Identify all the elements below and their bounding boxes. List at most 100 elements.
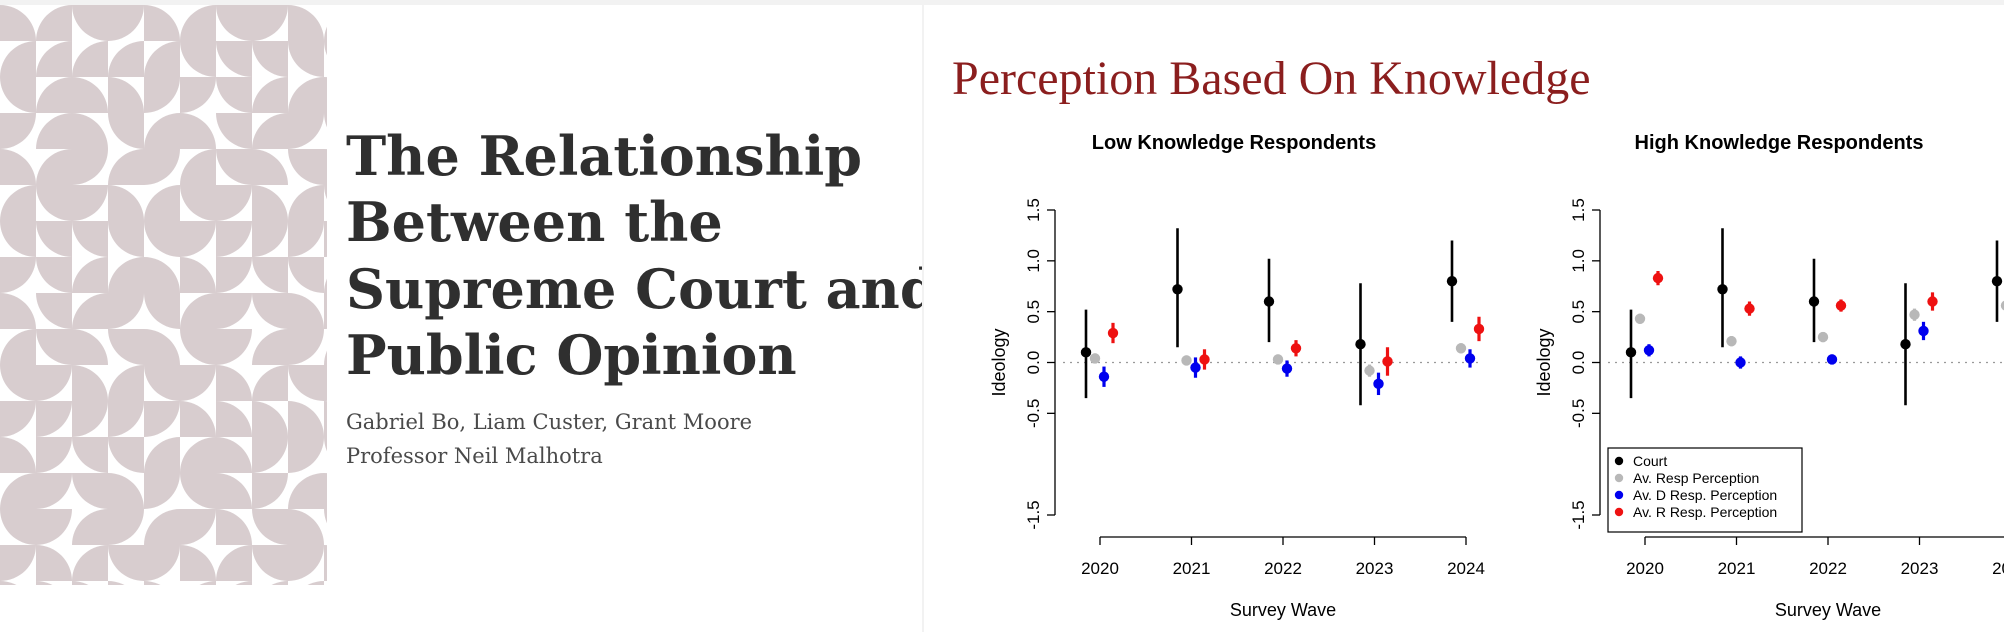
pattern-tile [0, 41, 36, 77]
slide-title-line: Between the [346, 190, 723, 254]
pattern-tile [180, 5, 216, 41]
pattern-tile [36, 365, 72, 401]
pattern-tile [288, 401, 324, 437]
pattern-tile [72, 5, 108, 41]
pattern-tile [216, 545, 252, 581]
x-tick-label: 2024 [1447, 559, 1485, 578]
pattern-tile [216, 77, 252, 113]
pattern-tile [252, 329, 288, 365]
pattern-tile [288, 185, 324, 221]
legend-marker [1614, 490, 1624, 500]
pattern-tile [144, 509, 180, 545]
data-point [1991, 275, 2003, 287]
pattern-tile [144, 113, 180, 149]
pattern-tile [252, 473, 288, 509]
pattern-tile [72, 149, 108, 185]
y-tick-label: 1.5 [1024, 198, 1043, 222]
pattern-tile [0, 5, 36, 41]
data-point [1634, 313, 1646, 324]
legend-marker [1614, 456, 1624, 466]
pattern-tile [36, 257, 72, 293]
chart-title: Low Knowledge Respondents [1092, 132, 1376, 154]
data-point [1835, 300, 1847, 311]
pattern-tile [36, 293, 72, 329]
pattern-tile [0, 509, 36, 545]
data-point [1107, 327, 1119, 339]
pattern-tile [216, 437, 252, 473]
y-tick-label: 0.5 [1024, 300, 1043, 324]
pattern-tile [108, 113, 144, 149]
pattern-tile [216, 113, 252, 149]
data-point [1464, 353, 1476, 364]
x-tick-label: 2020 [1081, 559, 1119, 578]
pattern-tile [108, 5, 144, 41]
pattern-tile [36, 329, 72, 365]
pattern-tile [216, 365, 252, 401]
pattern-tile [180, 41, 216, 77]
y-tick-label: 1.0 [1569, 249, 1588, 273]
pattern-tile [180, 401, 216, 437]
pattern-tile [324, 149, 327, 185]
pattern-tile [72, 41, 108, 77]
pattern-tile [288, 77, 324, 113]
data-point [1652, 272, 1664, 284]
pattern-tile [144, 401, 180, 437]
data-point [1364, 365, 1375, 376]
pattern-tile [324, 545, 327, 581]
advisor: Professor Neil Malhotra [346, 444, 603, 468]
legend-label: Court [1633, 453, 1667, 469]
pattern-tile [36, 149, 72, 185]
slide-title: Perception Based On Knowledge [952, 52, 1591, 105]
pattern-tile [252, 221, 288, 257]
pattern-tile [324, 437, 327, 452]
data-point [1826, 354, 1838, 365]
pattern-tile [180, 149, 216, 185]
x-axis-label: Survey Wave [1230, 600, 1336, 620]
pattern-tile [288, 41, 324, 77]
pattern-tile [216, 5, 252, 41]
x-tick-label: 2024 [1992, 559, 2004, 578]
y-tick-label: 0.0 [1024, 351, 1043, 375]
pattern-tile [0, 77, 36, 113]
pattern-tile [144, 185, 180, 221]
pattern-tile [288, 257, 324, 293]
pattern-tile [0, 437, 36, 473]
pattern-tile [288, 329, 324, 365]
pattern-tile [0, 473, 36, 509]
data-point [1909, 309, 1920, 320]
pattern-tile [288, 509, 324, 545]
pattern-tile [0, 581, 17, 585]
pattern-tile [36, 5, 72, 41]
pattern-tile [252, 545, 288, 581]
data-point [1355, 339, 1366, 350]
pattern-tile [0, 401, 36, 437]
pattern-tile [252, 5, 288, 41]
pattern-tile [288, 149, 324, 185]
y-tick-label: 0.5 [1569, 300, 1588, 324]
pattern-tile [199, 581, 216, 585]
pattern-tile [216, 149, 252, 185]
pattern-tile [216, 185, 252, 221]
pattern-tile [144, 221, 180, 257]
pattern-tile [0, 221, 36, 257]
pattern-tile [108, 437, 144, 473]
data-point [1373, 378, 1384, 390]
y-tick-label: -0.5 [1024, 399, 1043, 428]
pattern-tile [180, 221, 216, 257]
pattern-tile [235, 581, 252, 585]
data-point [1181, 355, 1192, 366]
pattern-tile [144, 149, 180, 185]
pattern-tile [0, 293, 36, 329]
pattern-tile [108, 77, 144, 113]
pattern-tile [180, 293, 216, 329]
pattern-tile [108, 41, 144, 77]
pattern-tile [36, 401, 72, 437]
pattern-tile [144, 77, 180, 113]
pattern-tile [324, 350, 327, 365]
pattern-tile [324, 509, 327, 524]
pattern-tile [72, 509, 108, 545]
pattern-tile [144, 329, 180, 365]
pattern-tile [0, 545, 36, 581]
pattern-tile [36, 77, 72, 113]
pattern-tile [252, 149, 288, 185]
